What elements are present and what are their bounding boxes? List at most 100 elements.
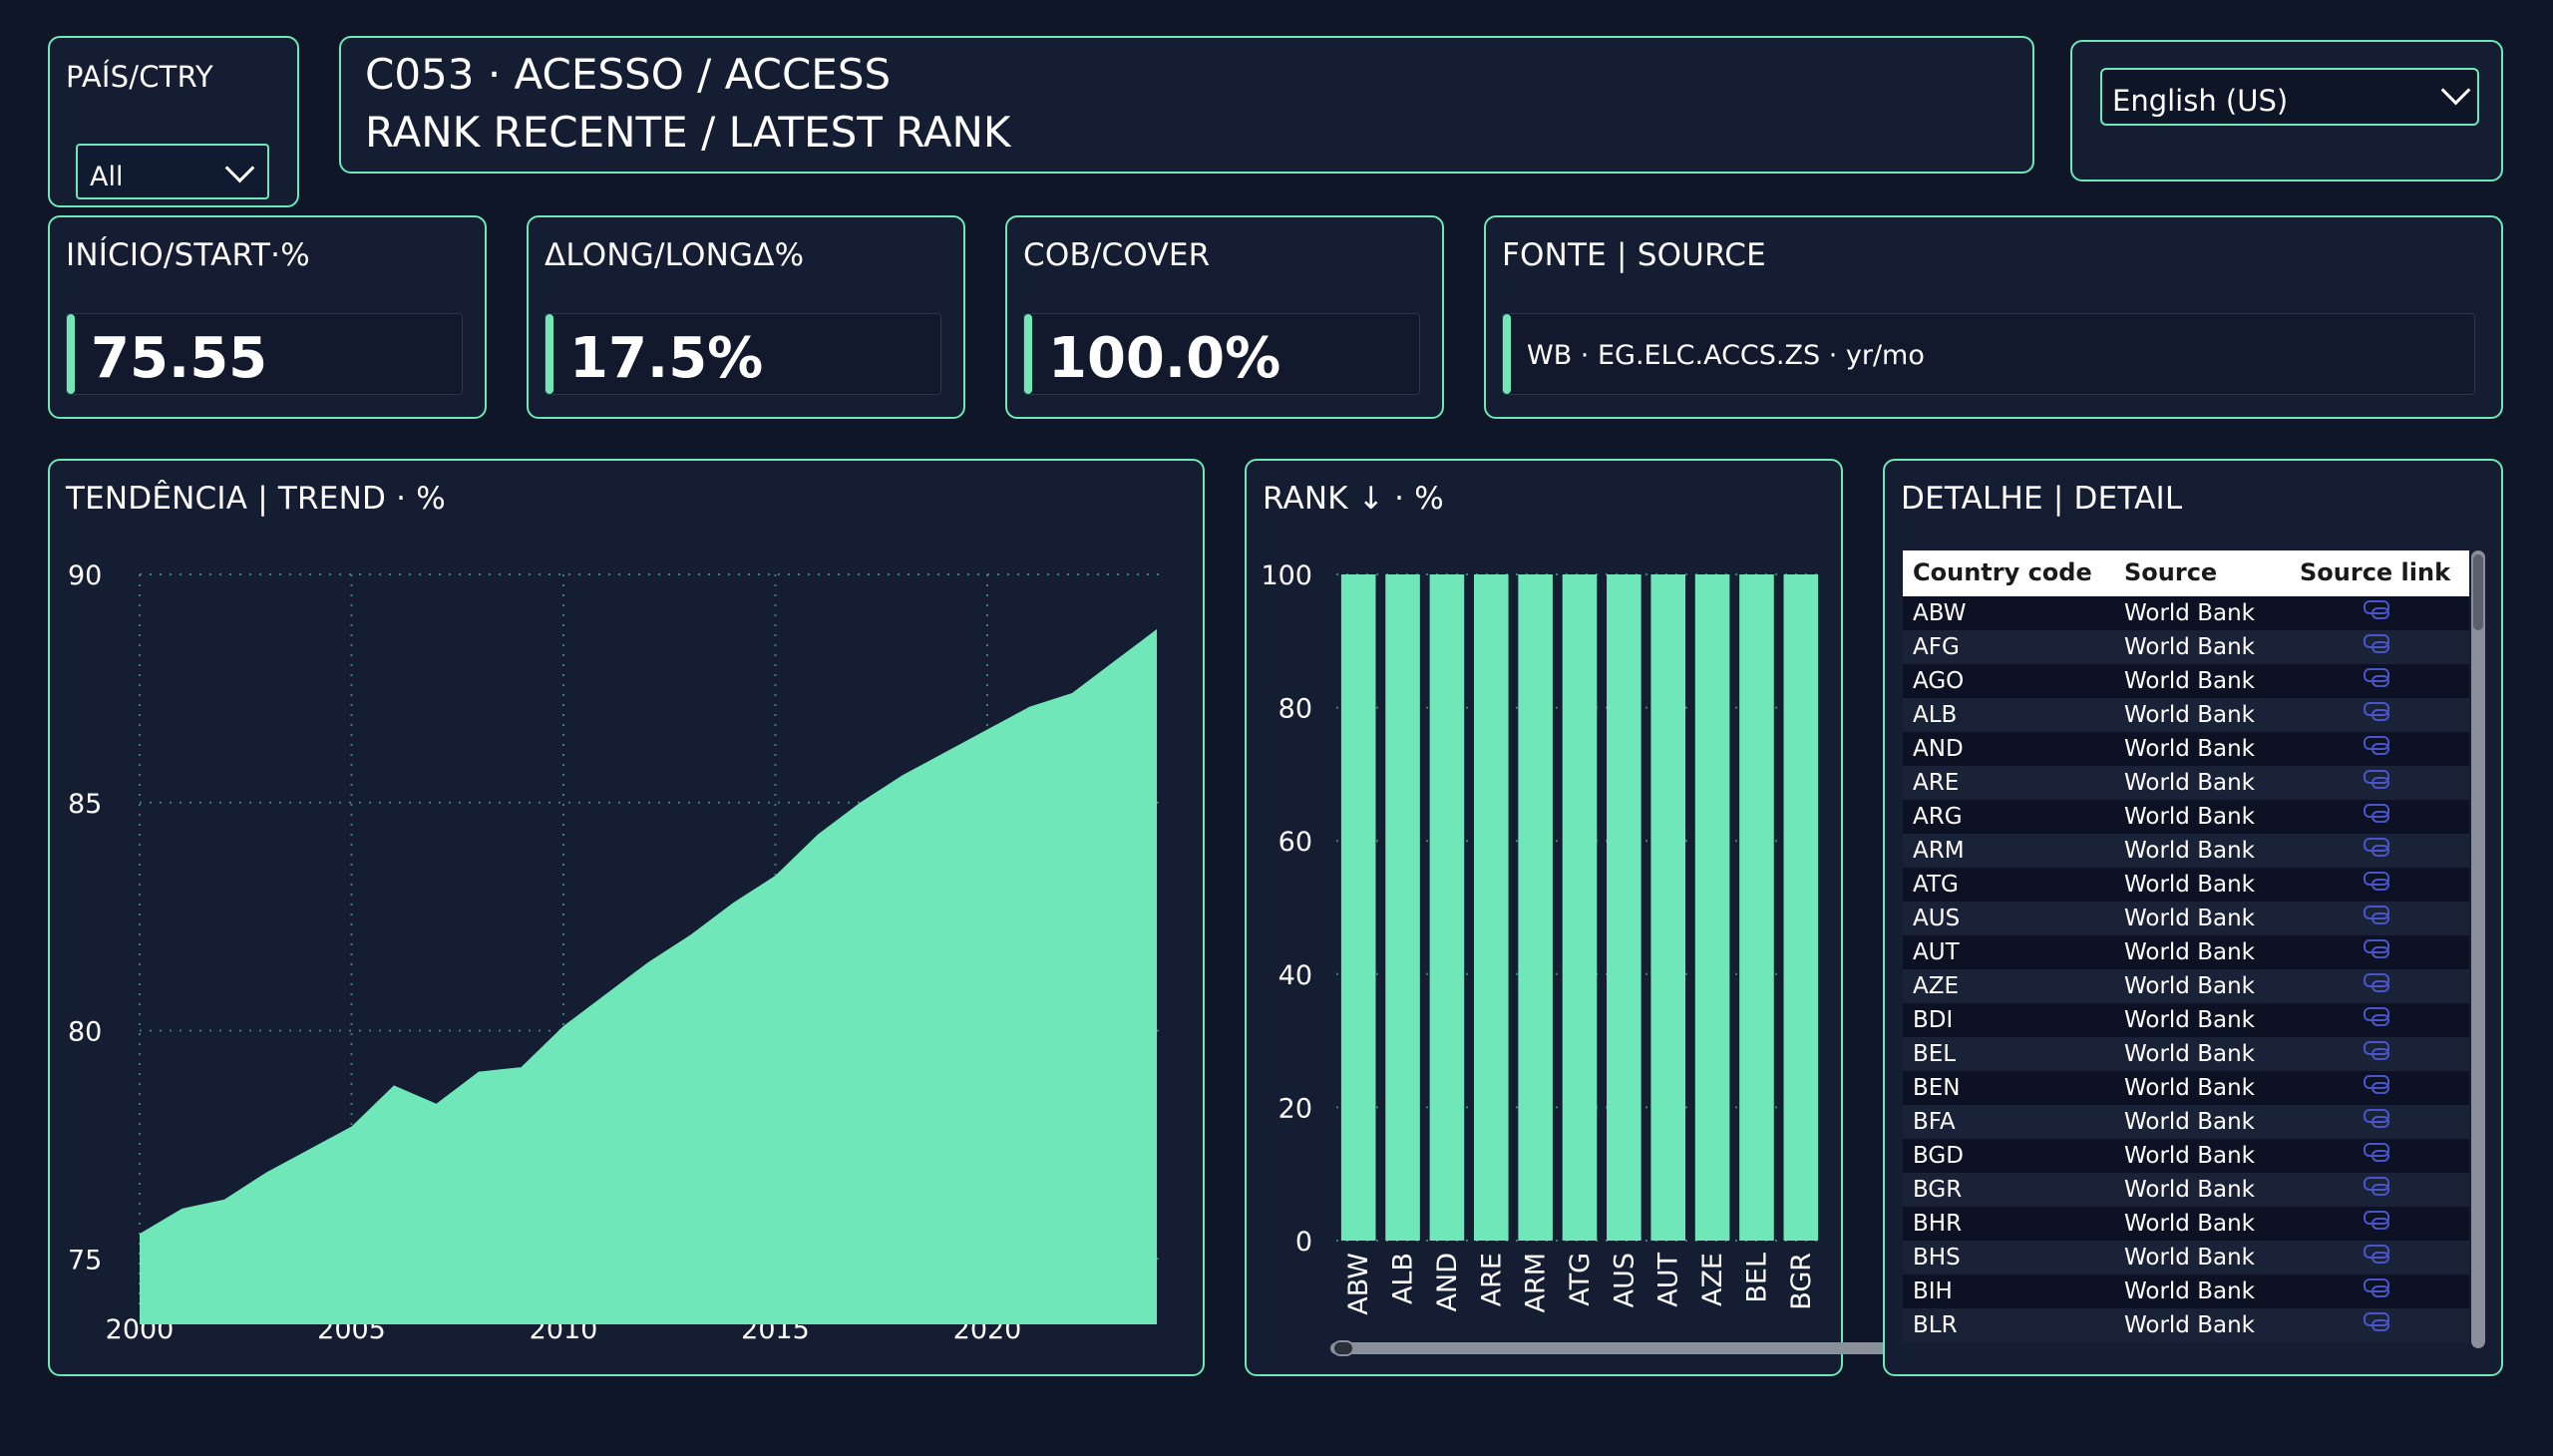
language-dropdown-value: English (US): [2112, 84, 2289, 118]
table-row[interactable]: BEL World Bank: [1903, 1037, 2469, 1071]
horizontal-scrollbar[interactable]: [1330, 1340, 1913, 1356]
link-icon[interactable]: [2364, 1177, 2389, 1196]
table-row[interactable]: AFG World Bank: [1903, 630, 2469, 664]
cell-country-code: BHR: [1913, 1211, 1963, 1237]
cell-country-code: BGD: [1913, 1143, 1964, 1169]
kpi-delta-label: ΔLONG/LONGΔ%: [545, 237, 805, 273]
table-row[interactable]: AND World Bank: [1903, 732, 2469, 766]
table-row[interactable]: ARG World Bank: [1903, 800, 2469, 834]
detail-table: Country code Source Source link ABW World…: [1903, 550, 2469, 1342]
link-icon[interactable]: [2364, 872, 2389, 891]
table-row[interactable]: BGR World Bank: [1903, 1173, 2469, 1207]
kpi-start-value: 75.55: [91, 326, 268, 391]
link-icon[interactable]: [2364, 702, 2389, 721]
table-row[interactable]: BFA World Bank: [1903, 1105, 2469, 1139]
banner-title: C053 · ACESSO / ACCESS: [365, 50, 892, 99]
link-icon[interactable]: [2364, 1007, 2389, 1026]
link-icon[interactable]: [2364, 1041, 2389, 1060]
cell-source: World Bank: [2124, 1143, 2255, 1169]
detail-table-card: DETALHE | DETAIL Country code Source Sou…: [1883, 459, 2503, 1376]
chevron-down-icon: [2440, 75, 2471, 106]
link-icon[interactable]: [2364, 939, 2389, 958]
table-row[interactable]: AZE World Bank: [1903, 969, 2469, 1003]
bar: [1562, 574, 1598, 1241]
link-icon[interactable]: [2364, 1109, 2389, 1128]
cell-source: World Bank: [2124, 1041, 2255, 1067]
country-dropdown[interactable]: All: [76, 144, 269, 199]
x-tick-label: ABW: [1343, 1253, 1374, 1315]
rank-chart-title: RANK ↓ · %: [1263, 481, 1444, 517]
table-row[interactable]: BHR World Bank: [1903, 1207, 2469, 1241]
table-row[interactable]: ABW World Bank: [1903, 596, 2469, 630]
cell-source: World Bank: [2124, 973, 2255, 999]
cell-country-code: BDI: [1913, 1007, 1954, 1033]
cell-country-code: ARG: [1913, 804, 1963, 830]
column-header-source[interactable]: Source: [2124, 558, 2218, 586]
column-header-country-code[interactable]: Country code: [1913, 558, 2092, 586]
x-tick-label: AZE: [1697, 1253, 1728, 1306]
y-tick-label: 0: [1295, 1227, 1312, 1258]
column-header-source-link[interactable]: Source link: [2300, 558, 2451, 586]
country-slicer-card: PAÍS/CTRY All: [48, 36, 299, 207]
x-tick-label: ARE: [1476, 1253, 1507, 1306]
table-row[interactable]: BDI World Bank: [1903, 1003, 2469, 1037]
link-icon[interactable]: [2364, 1278, 2389, 1297]
link-icon[interactable]: [2364, 804, 2389, 823]
link-icon[interactable]: [2364, 770, 2389, 789]
kpi-cover-card: COB/COVER 100.0%: [1005, 215, 1444, 419]
kpi-start-card: INÍCIO/START·% 75.55: [48, 215, 487, 419]
cell-source: World Bank: [2124, 600, 2255, 626]
cell-country-code: BIH: [1913, 1278, 1953, 1304]
cell-country-code: BLR: [1913, 1312, 1958, 1338]
table-body: ABW World Bank AFG World Bank AGO World Bank A…: [1903, 596, 2469, 1342]
kpi-cover-value: 100.0%: [1048, 326, 1281, 391]
cell-source: World Bank: [2124, 770, 2255, 796]
link-icon[interactable]: [2364, 1245, 2389, 1264]
kpi-accent-bar: [1503, 314, 1511, 394]
cell-source: World Bank: [2124, 1007, 2255, 1033]
scrollbar-thumb[interactable]: [2473, 554, 2483, 630]
trend-chart-title: TENDÊNCIA | TREND · %: [66, 481, 446, 517]
link-icon[interactable]: [2364, 1211, 2389, 1230]
table-row[interactable]: AUT World Bank: [1903, 935, 2469, 969]
y-tick-label: 40: [1278, 960, 1312, 991]
cell-country-code: BEN: [1913, 1075, 1961, 1101]
cell-source: World Bank: [2124, 1211, 2255, 1237]
link-icon[interactable]: [2364, 1143, 2389, 1162]
cell-country-code: AZE: [1913, 973, 1960, 999]
scrollbar-thumb[interactable]: [1332, 1340, 1354, 1356]
bar: [1694, 574, 1730, 1241]
table-row[interactable]: BEN World Bank: [1903, 1071, 2469, 1105]
link-icon[interactable]: [2364, 1312, 2389, 1331]
link-icon[interactable]: [2364, 668, 2389, 687]
link-icon[interactable]: [2364, 600, 2389, 619]
link-icon[interactable]: [2364, 973, 2389, 992]
language-dropdown[interactable]: English (US): [2100, 68, 2479, 126]
link-icon[interactable]: [2364, 634, 2389, 653]
cell-country-code: ATG: [1913, 872, 1959, 898]
kpi-cover-label: COB/COVER: [1023, 237, 1211, 273]
x-tick-label: ARM: [1521, 1253, 1552, 1313]
table-row[interactable]: BIH World Bank: [1903, 1274, 2469, 1308]
y-tick-label: 20: [1278, 1093, 1312, 1124]
table-row[interactable]: ARM World Bank: [1903, 834, 2469, 868]
kpi-cover-box: 100.0%: [1023, 313, 1420, 395]
table-row[interactable]: BHS World Bank: [1903, 1241, 2469, 1274]
cell-source: World Bank: [2124, 804, 2255, 830]
table-row[interactable]: ATG World Bank: [1903, 868, 2469, 902]
source-value: WB · EG.ELC.ACCS.ZS · yr/mo: [1527, 340, 1925, 371]
link-icon[interactable]: [2364, 736, 2389, 755]
table-row[interactable]: ALB World Bank: [1903, 698, 2469, 732]
table-row[interactable]: AGO World Bank: [1903, 664, 2469, 698]
table-row[interactable]: AUS World Bank: [1903, 902, 2469, 935]
link-icon[interactable]: [2364, 838, 2389, 857]
bar: [1473, 574, 1509, 1241]
table-row[interactable]: BGD World Bank: [1903, 1139, 2469, 1173]
link-icon[interactable]: [2364, 1075, 2389, 1094]
table-row[interactable]: BLR World Bank: [1903, 1308, 2469, 1342]
cell-country-code: ARM: [1913, 838, 1965, 864]
table-row[interactable]: ARE World Bank: [1903, 766, 2469, 800]
vertical-scrollbar[interactable]: [2471, 550, 2485, 1348]
link-icon[interactable]: [2364, 906, 2389, 924]
